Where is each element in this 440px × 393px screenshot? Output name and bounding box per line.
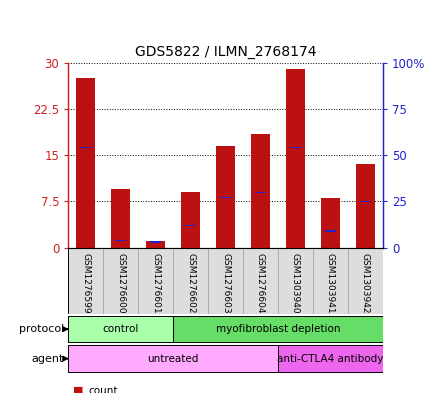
Text: count: count: [88, 386, 117, 393]
Text: untreated: untreated: [147, 354, 199, 364]
Text: GSM1276604: GSM1276604: [256, 253, 265, 314]
Bar: [321, 198, 340, 248]
Bar: [360, 201, 370, 202]
Bar: [286, 69, 305, 248]
Text: GSM1276599: GSM1276599: [81, 253, 90, 314]
Bar: [278, 345, 383, 372]
Text: GSM1276603: GSM1276603: [221, 253, 230, 314]
Bar: [185, 225, 196, 226]
Bar: [115, 240, 126, 241]
Text: GSM1276600: GSM1276600: [116, 253, 125, 314]
Bar: [173, 316, 383, 342]
Text: GSM1276602: GSM1276602: [186, 253, 195, 314]
Bar: [146, 241, 165, 248]
Bar: [111, 189, 130, 248]
Text: GSM1276601: GSM1276601: [151, 253, 160, 314]
Bar: [255, 192, 266, 193]
Bar: [181, 192, 200, 248]
Title: GDS5822 / ILMN_2768174: GDS5822 / ILMN_2768174: [135, 45, 316, 59]
Bar: [216, 146, 235, 248]
Bar: [68, 345, 278, 372]
Bar: [81, 147, 91, 149]
Text: agent: agent: [31, 354, 64, 364]
Text: anti-CTLA4 antibody: anti-CTLA4 antibody: [277, 354, 384, 364]
Text: GSM1303942: GSM1303942: [361, 253, 370, 314]
Text: control: control: [103, 324, 139, 334]
Text: GSM1303940: GSM1303940: [291, 253, 300, 314]
Text: myofibroblast depletion: myofibroblast depletion: [216, 324, 340, 334]
Bar: [68, 316, 173, 342]
Bar: [325, 230, 336, 231]
Bar: [150, 241, 161, 242]
Bar: [220, 197, 231, 198]
Bar: [356, 164, 375, 248]
Text: ■: ■: [73, 386, 83, 393]
Bar: [251, 134, 270, 248]
Text: protocol: protocol: [18, 324, 64, 334]
Text: GSM1303941: GSM1303941: [326, 253, 335, 314]
Bar: [76, 78, 95, 248]
Bar: [290, 147, 301, 149]
